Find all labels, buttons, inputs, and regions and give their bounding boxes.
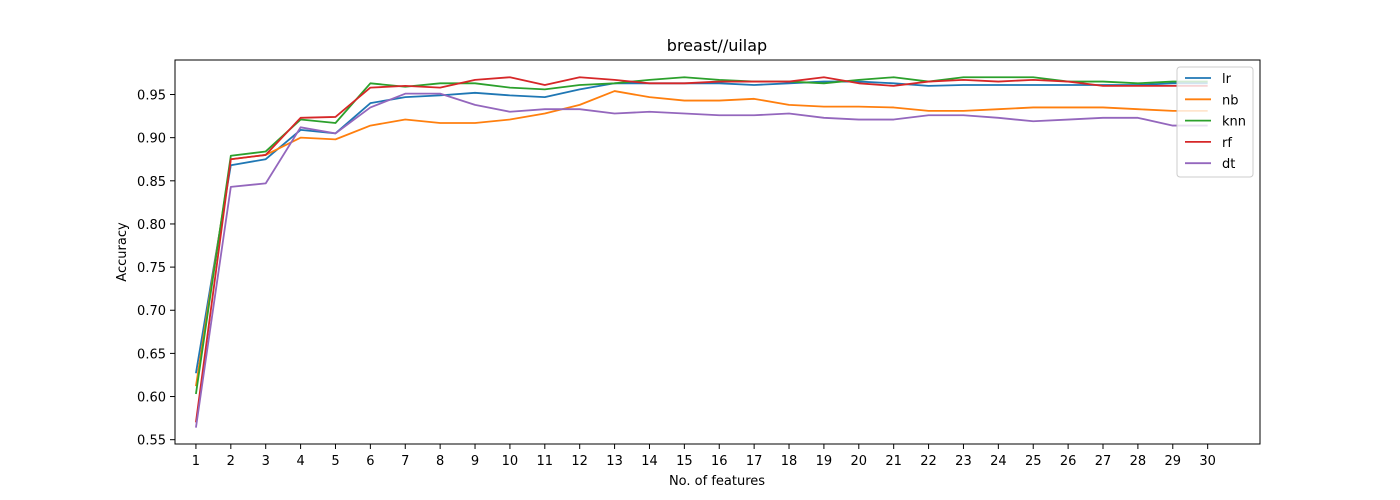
x-tick-label: 8 [436, 454, 444, 469]
x-tick-label: 21 [885, 454, 902, 469]
x-tick-label: 26 [1060, 454, 1077, 469]
y-tick-label: 0.90 [137, 132, 166, 147]
x-tick-label: 1 [192, 454, 200, 469]
series-line-nb [195, 90, 1208, 387]
y-tick-label: 0.75 [137, 261, 166, 276]
legend: lr nb knn rf dt [1176, 66, 1254, 178]
x-tick-label: 9 [471, 454, 479, 469]
x-tick-label: 13 [606, 454, 623, 469]
x-tick-label: 14 [641, 454, 658, 469]
y-tick-label: 0.55 [137, 434, 166, 449]
x-tick-label: 30 [1199, 454, 1216, 469]
y-tick-label: 0.85 [137, 175, 166, 190]
x-tick-label: 11 [537, 454, 554, 469]
legend-label-lr: lr [1222, 72, 1232, 87]
x-tick-label: 18 [781, 454, 798, 469]
series-layer [195, 76, 1208, 428]
x-tick-label: 16 [711, 454, 728, 469]
x-tick-label: 17 [746, 454, 763, 469]
series-line-rf [195, 76, 1208, 423]
y-tick-label: 0.70 [137, 304, 166, 319]
series-line-knn [195, 76, 1208, 395]
x-tick-label: 25 [1025, 454, 1042, 469]
x-tick-label: 5 [331, 454, 339, 469]
legend-label-rf: rf [1222, 136, 1232, 151]
x-tick-label: 22 [920, 454, 937, 469]
legend-label-dt: dt [1222, 157, 1235, 172]
axes: 1 2 3 4 5 6 7 8 9 10 11 12 13 14 15 16 17 18 19 20 21 22 23 24 2… [137, 89, 1216, 469]
legend-box [1176, 66, 1254, 178]
legend-label-knn: knn [1222, 115, 1246, 130]
x-tick-label: 4 [296, 454, 304, 469]
x-tick-label: 6 [366, 454, 374, 469]
x-tick-label: 10 [502, 454, 519, 469]
y-tick-label: 0.80 [137, 218, 166, 233]
x-axis-label: No. of features [669, 474, 765, 489]
y-tick-label: 0.95 [137, 89, 166, 104]
x-tick-label: 7 [401, 454, 409, 469]
x-tick-label: 27 [1095, 454, 1112, 469]
x-tick-label: 24 [990, 454, 1007, 469]
plot-frame [174, 59, 1261, 445]
x-tick-label: 20 [851, 454, 868, 469]
x-tick-label: 3 [262, 454, 270, 469]
x-tick-label: 23 [955, 454, 972, 469]
chart-title: breast//uilap [667, 36, 767, 55]
x-tick-label: 12 [571, 454, 588, 469]
legend-label-nb: nb [1222, 93, 1239, 108]
series-line-dt [195, 92, 1208, 428]
x-tick-label: 19 [816, 454, 833, 469]
x-tick-label: 2 [227, 454, 235, 469]
y-tick-label: 0.60 [137, 391, 166, 406]
x-tick-label: 15 [676, 454, 693, 469]
x-tick-label: 28 [1130, 454, 1147, 469]
y-tick-label: 0.65 [137, 347, 166, 362]
y-axis-label: Accuracy [115, 222, 130, 282]
x-tick-label: 29 [1165, 454, 1182, 469]
